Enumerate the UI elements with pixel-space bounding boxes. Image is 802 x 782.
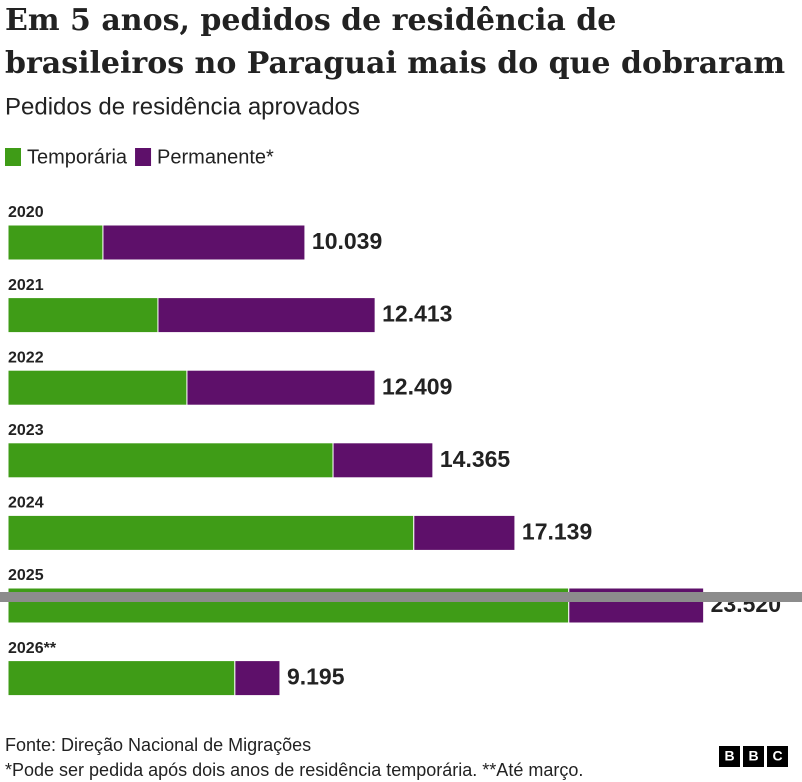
category-label: 2021	[8, 277, 44, 294]
bar-segment	[7, 297, 159, 334]
logo-letter: B	[724, 748, 734, 764]
note: *Pode ser pedida após dois anos de resid…	[5, 760, 583, 780]
category-label: 2026**	[8, 640, 57, 657]
bar-segment	[7, 660, 236, 697]
total-label: 17.139	[522, 518, 592, 544]
total-label: 10.039	[312, 228, 382, 254]
total-label: 14.365	[440, 446, 511, 472]
category-label: 2020	[8, 204, 44, 221]
legend-swatch	[135, 148, 152, 166]
legend-swatch	[5, 148, 21, 166]
logo-box	[719, 746, 740, 767]
legend-label: Temporária	[27, 146, 128, 168]
chart-title: Em 5 anos, pedidos de residência de	[5, 3, 616, 38]
total-label: 9.195	[287, 664, 345, 690]
bar-segment	[157, 297, 376, 334]
bar-segment	[7, 514, 415, 551]
bar-segment	[413, 514, 516, 551]
bar-segment	[186, 369, 376, 406]
source: Fonte: Direção Nacional de Migrações	[5, 735, 311, 755]
category-label: 2023	[8, 422, 44, 439]
total-label: 12.413	[382, 301, 452, 327]
total-label: 12.409	[382, 373, 452, 399]
chart-subtitle: Pedidos de residência aprovados	[5, 93, 360, 120]
bar-segment	[234, 660, 281, 697]
category-label: 2022	[8, 349, 44, 366]
bar-segment	[332, 442, 434, 479]
category-label: 2025	[8, 567, 44, 584]
bar-segment	[102, 224, 306, 261]
logo-box	[767, 746, 788, 767]
bar-segment	[7, 442, 334, 479]
logo-letter: B	[748, 748, 758, 764]
category-label: 2024	[8, 495, 44, 512]
legend-label: Permanente*	[157, 146, 274, 168]
bar-segment	[7, 369, 188, 406]
logo-letter: C	[772, 748, 782, 764]
overlay-band	[0, 592, 802, 602]
logo-box	[743, 746, 764, 767]
bar-segment	[7, 224, 104, 261]
chart-title: brasileiros no Paraguai mais do que dobr…	[5, 46, 785, 81]
